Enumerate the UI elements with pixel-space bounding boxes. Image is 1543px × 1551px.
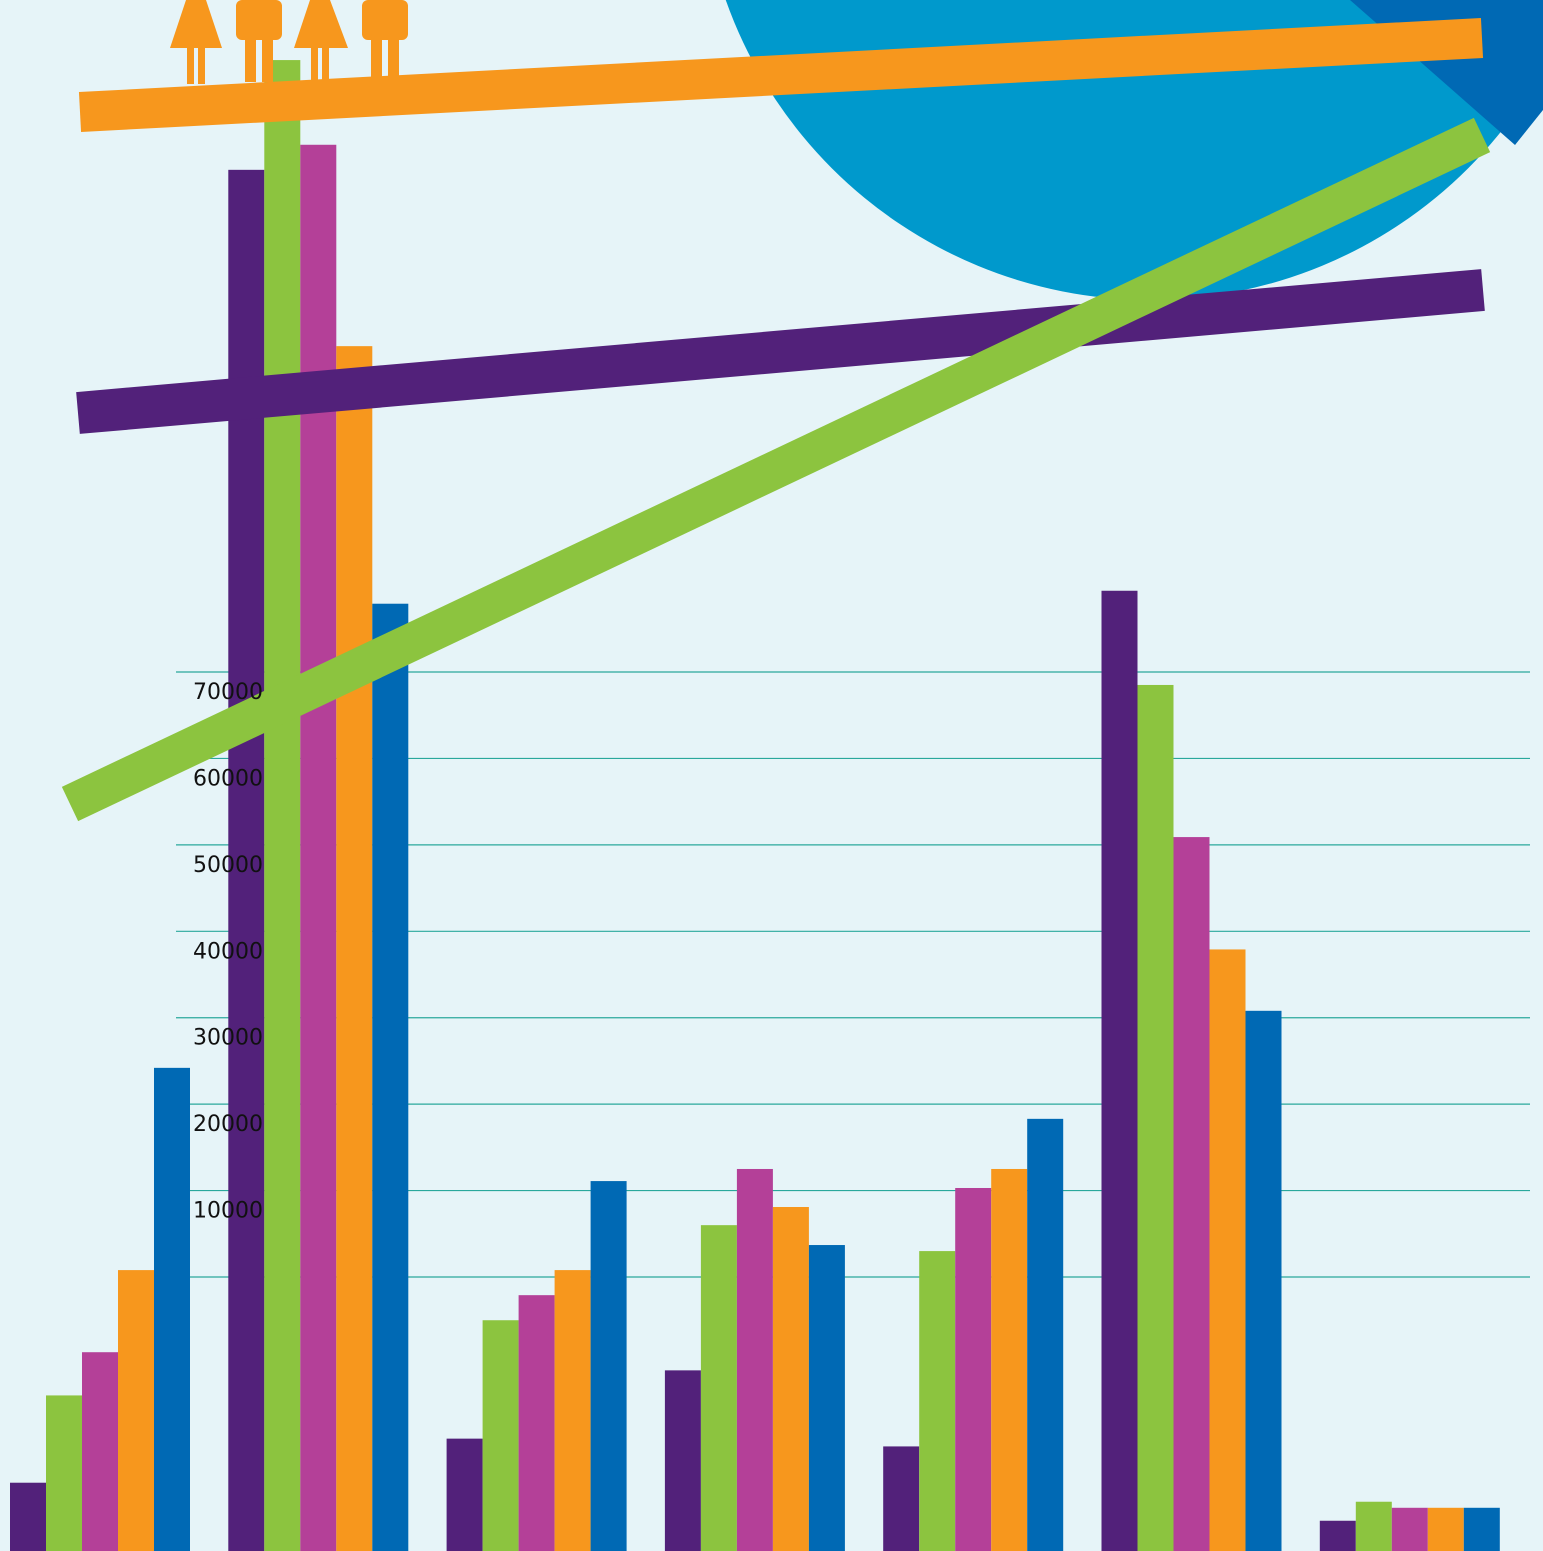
bar: [1137, 684, 1174, 1551]
bar: [1027, 1118, 1064, 1551]
person-icon: [262, 30, 273, 82]
bar: [264, 60, 301, 1551]
bar: [482, 1320, 519, 1551]
y-tick-label: 50000: [193, 853, 263, 878]
person-icon: [371, 30, 382, 80]
y-tick-label: 10000: [193, 1199, 263, 1224]
bar: [919, 1251, 956, 1551]
bar: [808, 1245, 845, 1551]
person-icon: [362, 0, 408, 40]
bar: [1101, 590, 1138, 1551]
bar: [518, 1295, 555, 1551]
bar: [883, 1446, 920, 1551]
person-icon: [187, 48, 194, 84]
people-icons: [170, 0, 408, 84]
bar: [736, 1168, 773, 1551]
person-icon: [170, 0, 222, 48]
person-icon: [311, 48, 318, 82]
bar: [1427, 1507, 1464, 1551]
bar: [590, 1181, 627, 1551]
person-icon: [322, 48, 329, 82]
bar: [300, 144, 337, 1551]
bar: [1209, 949, 1246, 1551]
bar: [1245, 1010, 1282, 1551]
bar: [10, 1482, 46, 1551]
bar: [664, 1370, 701, 1551]
bar: [554, 1270, 591, 1551]
bar: [700, 1225, 737, 1551]
bar: [1355, 1501, 1392, 1551]
y-tick-label: 60000: [193, 766, 263, 791]
person-icon: [236, 0, 282, 40]
bar: [991, 1168, 1028, 1551]
bar: [82, 1352, 118, 1551]
y-tick-label: 40000: [193, 939, 263, 964]
decor-stripe: [78, 18, 1484, 132]
bar: [372, 603, 409, 1551]
y-tick-label: 30000: [193, 1026, 263, 1051]
person-icon: [198, 48, 205, 84]
y-tick-label: 20000: [193, 1112, 263, 1137]
person-icon: [245, 30, 256, 82]
bar: [772, 1207, 809, 1551]
bar: [446, 1438, 483, 1551]
bar: [118, 1270, 154, 1551]
bar: [1391, 1507, 1428, 1551]
person-icon: [294, 0, 348, 48]
decor: [61, 0, 1491, 822]
bar: [46, 1395, 82, 1551]
bar: [1463, 1507, 1500, 1551]
bar: [336, 346, 373, 1551]
bar: [154, 1067, 190, 1551]
bar: [955, 1187, 992, 1551]
tick-labels: 10000 20000 30000 40000 50000 60000 70000: [193, 680, 263, 1224]
bar: [1319, 1520, 1356, 1551]
y-tick-label: 70000: [193, 680, 263, 705]
decor-stripe: [76, 269, 1485, 434]
person-icon: [388, 30, 399, 80]
decor-stripe: [61, 117, 1491, 822]
bar: [1173, 837, 1210, 1551]
